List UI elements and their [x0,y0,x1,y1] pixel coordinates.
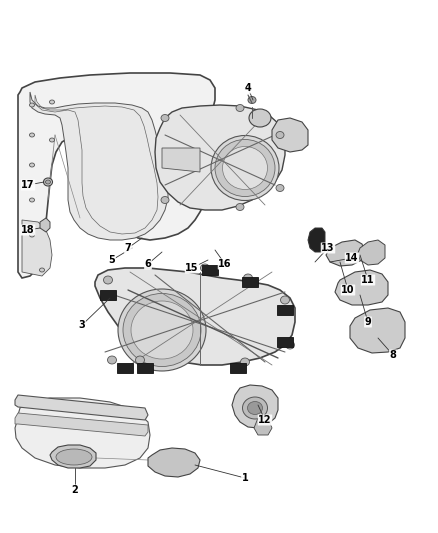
Ellipse shape [248,96,256,103]
Ellipse shape [43,178,53,186]
Ellipse shape [247,401,262,415]
Text: 5: 5 [109,255,115,265]
Ellipse shape [276,184,284,191]
Polygon shape [15,413,148,436]
Polygon shape [277,305,293,315]
Polygon shape [40,218,50,232]
Polygon shape [277,337,293,347]
Text: 1: 1 [242,473,248,483]
Ellipse shape [49,138,54,142]
Text: 18: 18 [21,225,35,235]
Ellipse shape [29,198,35,202]
Ellipse shape [118,289,206,371]
Polygon shape [155,105,285,210]
Text: 3: 3 [79,320,85,330]
Text: 8: 8 [389,350,396,360]
Ellipse shape [29,233,35,237]
Ellipse shape [280,296,290,304]
Polygon shape [326,240,365,266]
Polygon shape [22,220,52,276]
Polygon shape [100,290,116,300]
Polygon shape [254,418,272,435]
Text: 17: 17 [21,180,35,190]
Ellipse shape [131,301,193,359]
Polygon shape [18,73,215,278]
Polygon shape [230,363,246,373]
Polygon shape [15,395,148,420]
Ellipse shape [107,356,117,364]
Ellipse shape [29,133,35,137]
Ellipse shape [286,341,294,349]
Polygon shape [272,118,308,152]
Polygon shape [335,270,388,305]
Polygon shape [350,308,405,353]
Ellipse shape [135,356,145,364]
Ellipse shape [240,358,250,366]
Polygon shape [308,228,325,252]
Ellipse shape [236,204,244,211]
Text: 16: 16 [218,259,232,269]
Ellipse shape [215,140,275,197]
Text: 7: 7 [125,243,131,253]
Ellipse shape [161,197,169,204]
Ellipse shape [49,100,54,104]
Ellipse shape [201,264,209,272]
Text: 4: 4 [245,83,251,93]
Text: 14: 14 [345,253,359,263]
Polygon shape [242,277,258,287]
Polygon shape [148,448,200,477]
Ellipse shape [123,294,201,367]
Text: 6: 6 [145,259,152,269]
Polygon shape [117,363,133,373]
Polygon shape [137,363,153,373]
Text: 13: 13 [321,243,335,253]
Ellipse shape [211,135,279,200]
Ellipse shape [161,115,169,122]
Polygon shape [358,240,385,265]
Ellipse shape [39,268,45,272]
Ellipse shape [236,104,244,111]
Polygon shape [232,385,278,428]
Polygon shape [50,445,96,468]
Ellipse shape [243,397,268,419]
Polygon shape [162,148,200,172]
Ellipse shape [56,449,92,465]
Ellipse shape [103,276,113,284]
Text: 12: 12 [258,415,272,425]
Polygon shape [202,265,218,275]
Polygon shape [15,398,150,468]
Text: 9: 9 [364,317,371,327]
Text: 10: 10 [341,285,355,295]
Polygon shape [30,92,168,240]
Ellipse shape [29,103,35,107]
Ellipse shape [244,274,252,282]
Ellipse shape [249,109,271,127]
Text: 11: 11 [361,275,375,285]
Ellipse shape [223,147,268,190]
Ellipse shape [276,132,284,139]
Ellipse shape [29,163,35,167]
Text: 15: 15 [185,263,199,273]
Text: 2: 2 [72,485,78,495]
Ellipse shape [46,180,50,184]
Polygon shape [95,268,295,365]
